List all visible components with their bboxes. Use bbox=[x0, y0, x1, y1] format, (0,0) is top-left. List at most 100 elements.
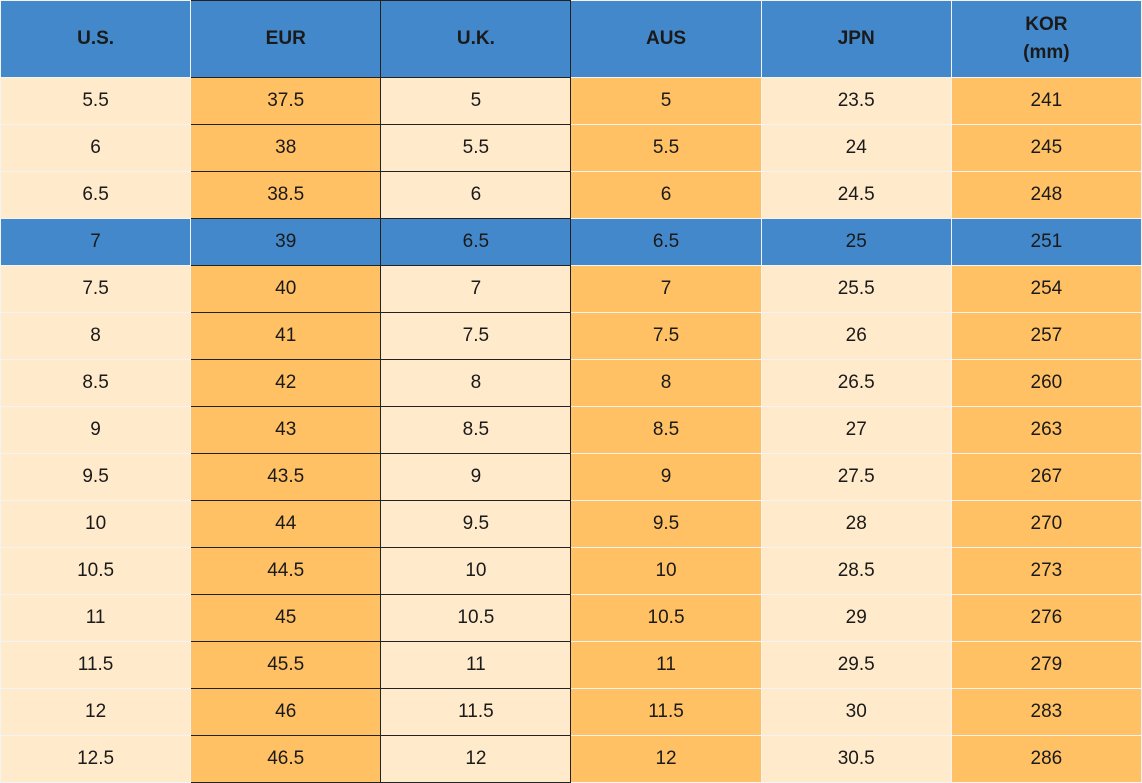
column-header: U.K. bbox=[380, 0, 572, 78]
table-cell: 6 bbox=[380, 171, 572, 219]
table-cell: 45 bbox=[190, 594, 382, 642]
table-cell: 11 bbox=[570, 641, 762, 689]
table-cell: 263 bbox=[950, 406, 1142, 454]
table-cell: 10 bbox=[380, 547, 572, 595]
table-cell: 279 bbox=[950, 641, 1142, 689]
table-cell: 6 bbox=[0, 124, 192, 172]
column-header: U.S. bbox=[0, 0, 192, 78]
table-cell: 38.5 bbox=[190, 171, 382, 219]
table-cell: 11.5 bbox=[380, 688, 572, 736]
table-cell: 28 bbox=[760, 500, 952, 548]
table-row: 7.5 40 7 7 25.5 254 bbox=[0, 265, 1142, 313]
table-cell: 5 bbox=[570, 77, 762, 125]
table-row: 6 38 5.5 5.5 24 245 bbox=[0, 124, 1142, 172]
table-row: 8 41 7.5 7.5 26 257 bbox=[0, 312, 1142, 360]
table-cell: 5.5 bbox=[0, 77, 192, 125]
table-row: 7 39 6.5 6.5 25 251 bbox=[0, 218, 1142, 266]
table-cell: 9 bbox=[380, 453, 572, 501]
table-row: 9 43 8.5 8.5 27 263 bbox=[0, 406, 1142, 454]
table-cell: 9.5 bbox=[570, 500, 762, 548]
table-cell: 5 bbox=[380, 77, 572, 125]
table-cell: 6 bbox=[570, 171, 762, 219]
table-cell: 11.5 bbox=[0, 641, 192, 689]
table-cell: 8 bbox=[380, 359, 572, 407]
table-cell: 8.5 bbox=[0, 359, 192, 407]
table-cell: 24.5 bbox=[760, 171, 952, 219]
table-cell: 273 bbox=[950, 547, 1142, 595]
column-header: KOR (mm) bbox=[950, 0, 1142, 78]
table-cell: 9 bbox=[0, 406, 192, 454]
table-body: 5.5 37.5 5 5 23.5 241 6 38 5.5 5.5 24 245 6.5 38.5 6 6 2… bbox=[0, 77, 1142, 783]
table-cell: 23.5 bbox=[760, 77, 952, 125]
table-cell: 46 bbox=[190, 688, 382, 736]
table-cell: 6.5 bbox=[0, 171, 192, 219]
table-cell: 10.5 bbox=[0, 547, 192, 595]
table-cell: 7 bbox=[570, 265, 762, 313]
table-cell: 46.5 bbox=[190, 735, 382, 783]
table-cell: 10.5 bbox=[570, 594, 762, 642]
table-cell: 251 bbox=[950, 218, 1142, 266]
table-cell: 245 bbox=[950, 124, 1142, 172]
table-cell: 9.5 bbox=[0, 453, 192, 501]
table-cell: 44.5 bbox=[190, 547, 382, 595]
table-cell: 7.5 bbox=[380, 312, 572, 360]
table-cell: 25.5 bbox=[760, 265, 952, 313]
table-cell: 42 bbox=[190, 359, 382, 407]
table-cell: 26.5 bbox=[760, 359, 952, 407]
table-cell: 11.5 bbox=[570, 688, 762, 736]
table-cell: 43 bbox=[190, 406, 382, 454]
column-header: EUR bbox=[190, 0, 382, 78]
table-cell: 7.5 bbox=[570, 312, 762, 360]
column-header: JPN bbox=[760, 0, 952, 78]
table-cell: 241 bbox=[950, 77, 1142, 125]
table-cell: 12.5 bbox=[0, 735, 192, 783]
table-cell: 26 bbox=[760, 312, 952, 360]
table-cell: 12 bbox=[570, 735, 762, 783]
table-cell: 12 bbox=[0, 688, 192, 736]
table-cell: 286 bbox=[950, 735, 1142, 783]
table-cell: 40 bbox=[190, 265, 382, 313]
table-cell: 10 bbox=[570, 547, 762, 595]
table-cell: 38 bbox=[190, 124, 382, 172]
table-cell: 7.5 bbox=[0, 265, 192, 313]
table-cell: 45.5 bbox=[190, 641, 382, 689]
table-cell: 6.5 bbox=[380, 218, 572, 266]
table-cell: 29.5 bbox=[760, 641, 952, 689]
table-cell: 27 bbox=[760, 406, 952, 454]
table-cell: 44 bbox=[190, 500, 382, 548]
table-cell: 254 bbox=[950, 265, 1142, 313]
table-cell: 5.5 bbox=[570, 124, 762, 172]
table-cell: 27.5 bbox=[760, 453, 952, 501]
table-cell: 29 bbox=[760, 594, 952, 642]
table-cell: 267 bbox=[950, 453, 1142, 501]
table-row: 11 45 10.5 10.5 29 276 bbox=[0, 594, 1142, 642]
table-cell: 8 bbox=[570, 359, 762, 407]
table-cell: 30 bbox=[760, 688, 952, 736]
table-cell: 11 bbox=[380, 641, 572, 689]
table-cell: 10.5 bbox=[380, 594, 572, 642]
table-cell: 270 bbox=[950, 500, 1142, 548]
table-cell: 11 bbox=[0, 594, 192, 642]
table-cell: 37.5 bbox=[190, 77, 382, 125]
table-row: 10.5 44.5 10 10 28.5 273 bbox=[0, 547, 1142, 595]
header-row: U.S. EUR U.K. AUS JPN KOR (mm) bbox=[0, 0, 1142, 78]
table-cell: 8 bbox=[0, 312, 192, 360]
table-cell: 39 bbox=[190, 218, 382, 266]
table-cell: 283 bbox=[950, 688, 1142, 736]
table-cell: 25 bbox=[760, 218, 952, 266]
table-row: 12 46 11.5 11.5 30 283 bbox=[0, 688, 1142, 736]
table-row: 9.5 43.5 9 9 27.5 267 bbox=[0, 453, 1142, 501]
table-cell: 260 bbox=[950, 359, 1142, 407]
table-row: 5.5 37.5 5 5 23.5 241 bbox=[0, 77, 1142, 125]
table-cell: 30.5 bbox=[760, 735, 952, 783]
table-row: 12.5 46.5 12 12 30.5 286 bbox=[0, 735, 1142, 783]
table-cell: 43.5 bbox=[190, 453, 382, 501]
column-header: AUS bbox=[570, 0, 762, 78]
table-cell: 276 bbox=[950, 594, 1142, 642]
table-cell: 12 bbox=[380, 735, 572, 783]
table-cell: 248 bbox=[950, 171, 1142, 219]
table-cell: 8.5 bbox=[570, 406, 762, 454]
table-cell: 9 bbox=[570, 453, 762, 501]
